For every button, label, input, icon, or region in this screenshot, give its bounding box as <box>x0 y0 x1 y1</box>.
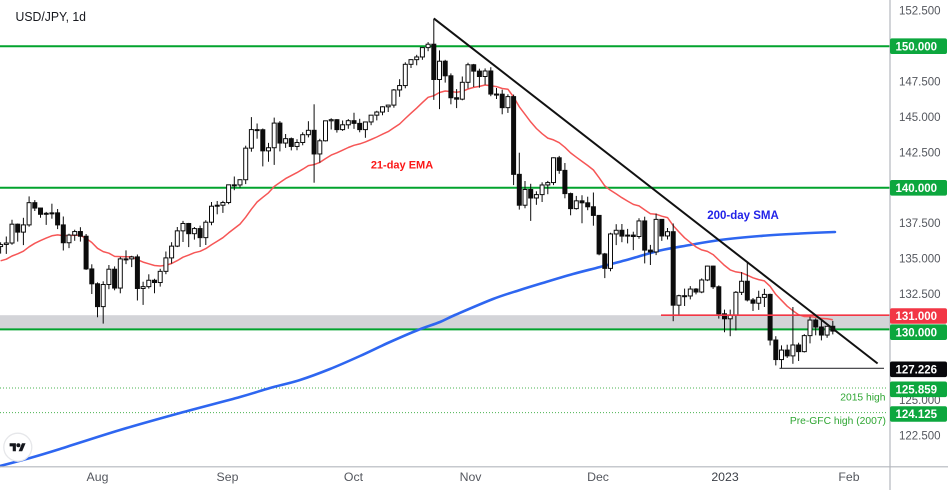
svg-text:125.859: 125.859 <box>896 384 938 396</box>
svg-text:200-day SMA: 200-day SMA <box>707 210 779 222</box>
svg-text:140.000: 140.000 <box>896 183 938 195</box>
svg-text:131.000: 131.000 <box>896 311 938 323</box>
svg-text:124.125: 124.125 <box>896 409 938 421</box>
svg-text:USD/JPY, 1d: USD/JPY, 1d <box>16 9 87 24</box>
svg-text:125.000: 125.000 <box>899 395 941 407</box>
svg-text:132.500: 132.500 <box>899 289 941 301</box>
svg-text:Sep: Sep <box>217 470 239 484</box>
svg-text:Oct: Oct <box>344 470 364 484</box>
svg-text:147.500: 147.500 <box>899 77 941 89</box>
svg-text:21-day EMA: 21-day EMA <box>371 160 433 172</box>
svg-text:145.000: 145.000 <box>899 112 941 124</box>
svg-text:150.000: 150.000 <box>896 41 938 53</box>
svg-text:127.226: 127.226 <box>896 364 938 376</box>
svg-text:Nov: Nov <box>460 470 483 484</box>
svg-text:152.500: 152.500 <box>899 6 941 18</box>
svg-text:142.500: 142.500 <box>899 147 941 159</box>
svg-text:Pre-GFC high (2007): Pre-GFC high (2007) <box>790 416 886 427</box>
svg-text:2015 high: 2015 high <box>840 393 886 404</box>
svg-text:122.500: 122.500 <box>899 431 941 443</box>
svg-text:137.500: 137.500 <box>899 218 941 230</box>
svg-text:Feb: Feb <box>838 470 859 484</box>
svg-text:130.000: 130.000 <box>896 327 938 339</box>
svg-text:Dec: Dec <box>587 470 609 484</box>
svg-text:2023: 2023 <box>711 470 739 484</box>
svg-text:135.000: 135.000 <box>899 254 941 266</box>
svg-text:Aug: Aug <box>87 470 109 484</box>
